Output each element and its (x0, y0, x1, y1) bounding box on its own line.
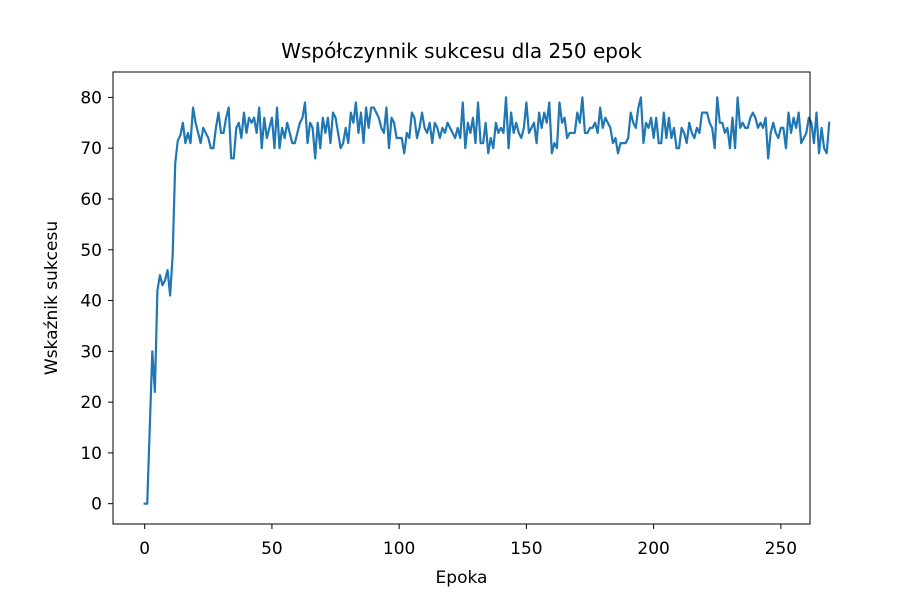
x-tick-label: 200 (637, 539, 669, 559)
x-axis-title: Epoka (436, 568, 488, 588)
y-axis-title: Wskaźnik sukcesu (42, 221, 62, 375)
x-tick-label: 0 (139, 539, 150, 559)
x-tick-label: 50 (261, 539, 283, 559)
y-tick-label: 50 (80, 241, 102, 261)
plot-frame (112, 71, 811, 525)
series-line (143, 96, 831, 505)
y-tick-label: 10 (80, 444, 102, 464)
y-tick-label: 40 (80, 292, 102, 312)
y-tick-label: 30 (80, 342, 102, 362)
series-layer (143, 96, 831, 505)
x-tick-label: 150 (510, 539, 542, 559)
y-tick-label: 70 (80, 139, 102, 159)
x-axis-ticks: 0 50 100 150 200 250 (139, 524, 797, 559)
y-tick-label: 0 (91, 495, 102, 515)
y-tick-label: 20 (80, 393, 102, 413)
x-tick-label: 250 (765, 539, 797, 559)
x-tick-label: 100 (383, 539, 415, 559)
chart-title: Współczynnik sukcesu dla 250 epok (281, 39, 642, 63)
y-axis-ticks: 0 10 20 30 40 50 60 70 80 (80, 88, 113, 515)
y-tick-label: 80 (80, 88, 102, 108)
y-tick-label: 60 (80, 190, 102, 210)
plot-area (113, 72, 810, 524)
